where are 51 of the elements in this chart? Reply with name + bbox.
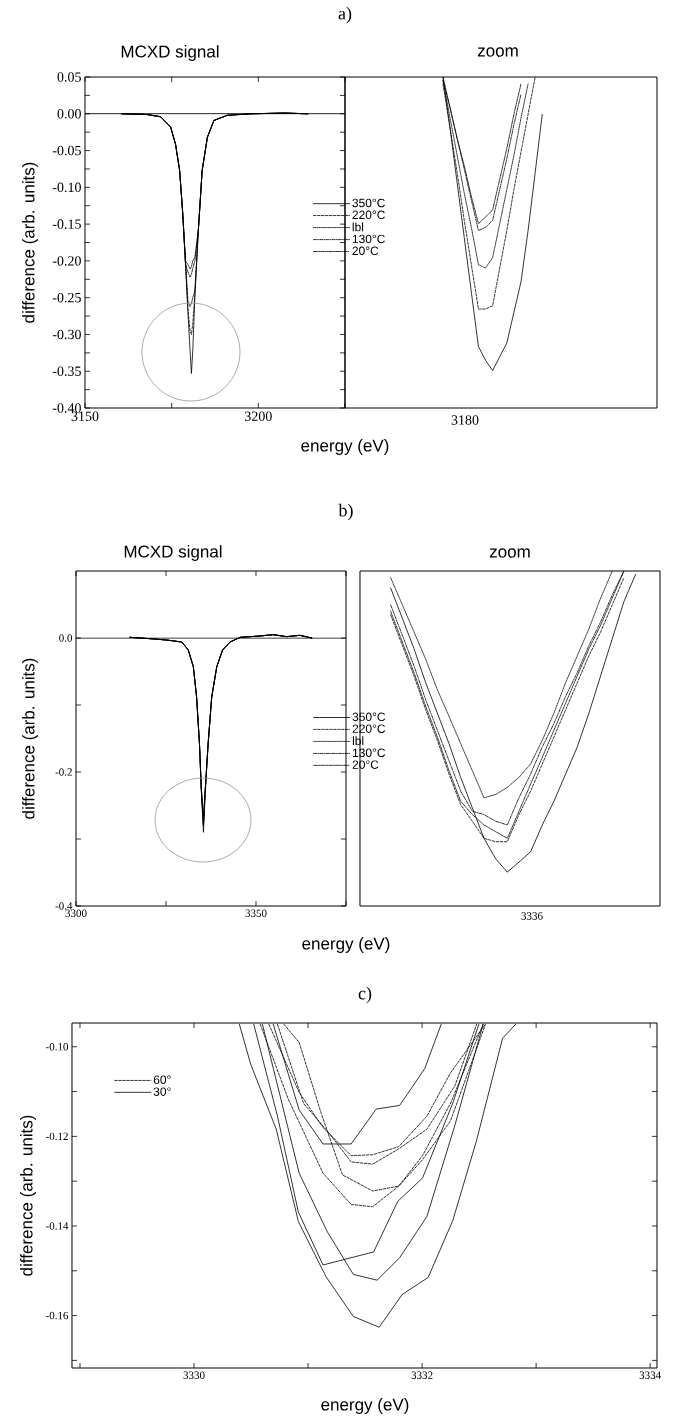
- x-tick-label: 3200: [245, 411, 272, 421]
- x-tick-label: 3334: [639, 1371, 661, 1379]
- x-tick-label: 3332: [411, 1371, 433, 1379]
- legend-label: 130°C: [352, 748, 386, 757]
- y-tick-label: -0.10: [52, 182, 81, 193]
- y-tick-label: -0.20: [52, 256, 81, 266]
- y-tick-label: -0.05: [52, 145, 81, 156]
- y-tick-label: 0.05: [57, 72, 81, 82]
- text: c): [358, 986, 372, 1004]
- legend-label: 350°C: [352, 712, 386, 722]
- text: 3180: [451, 415, 479, 425]
- y-tick-label: -0.4: [55, 902, 73, 910]
- chart-title: MCXD signal: [121, 45, 219, 61]
- x-tick-label: 3350: [245, 909, 267, 917]
- x-axis-title: energy (eV): [321, 1398, 409, 1414]
- legend-label: lbl: [352, 222, 364, 232]
- text: a): [338, 6, 352, 24]
- legend-label: 130°C: [352, 234, 385, 244]
- text: 3336: [521, 912, 543, 920]
- legend-label: 60°: [153, 1075, 171, 1084]
- y-tick-label: -0.15: [52, 219, 81, 229]
- x-tick-label: 3330: [183, 1371, 205, 1379]
- legend-label: 350°C: [352, 198, 385, 208]
- legend-label: 20°C: [352, 760, 379, 769]
- chart-title: MCXD signal: [124, 545, 222, 561]
- y-axis-title: difference (arb. units): [22, 658, 38, 819]
- y-tick-label: -0.14: [45, 1222, 69, 1230]
- legend-label: 220°C: [352, 724, 386, 733]
- y-tick-label: -0.10: [45, 1043, 69, 1051]
- y-tick-label: -0.35: [52, 366, 81, 376]
- legend-label: 30°: [153, 1087, 171, 1096]
- legend-label: lbl: [352, 736, 364, 746]
- y-tick-label: -0.2: [55, 768, 72, 776]
- x-axis-title: energy (eV): [301, 439, 389, 455]
- y-tick-label: -0.40: [52, 403, 81, 413]
- chart-title: zoom: [489, 548, 530, 558]
- legend-label: 220°C: [352, 210, 385, 220]
- y-tick-label: -0.25: [52, 292, 81, 303]
- x-tick-label: 3150: [71, 411, 99, 421]
- x-axis-title: energy (eV): [302, 937, 390, 953]
- y-tick-label: -0.16: [45, 1311, 69, 1320]
- y-tick-label: -0.12: [45, 1132, 68, 1141]
- y-tick-label: -0.30: [52, 329, 81, 340]
- chart-title: zoom: [477, 47, 518, 57]
- legend-label: 20°C: [352, 246, 379, 256]
- y-tick-label: 0.00: [57, 109, 81, 119]
- x-tick-label: 3300: [65, 909, 87, 917]
- y-axis-title: difference (arb. units): [20, 1115, 36, 1276]
- y-tick-label: 0.0: [59, 634, 73, 642]
- text: b): [338, 503, 353, 521]
- y-axis-title: difference (arb. units): [22, 162, 38, 323]
